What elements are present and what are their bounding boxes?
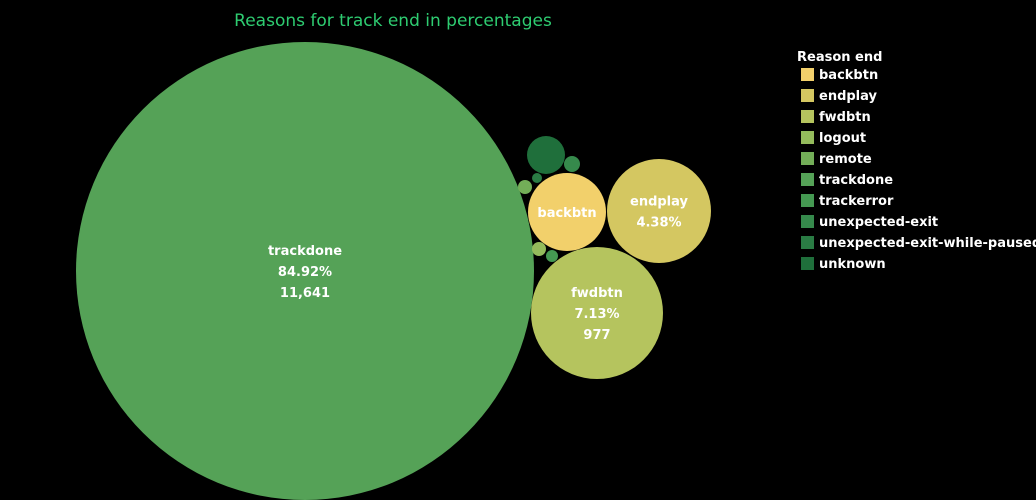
bubble-unexpected-exit-while-paused	[532, 173, 542, 183]
legend-swatch-backbtn	[801, 68, 814, 81]
bubble-remote	[518, 180, 532, 194]
legend-swatch-logout	[801, 131, 814, 144]
bubble-label-trackdone-2: 11,641	[280, 286, 330, 301]
legend-label-unexpected-exit-while-paused: unexpected-exit-while-paused	[819, 236, 1036, 251]
legend-label-trackerror: trackerror	[819, 194, 894, 209]
bubble-unknown	[527, 136, 565, 174]
legend-label-fwdbtn: fwdbtn	[819, 110, 871, 125]
legend-swatch-trackerror	[801, 194, 814, 207]
bubble-label-trackdone-1: 84.92%	[278, 265, 332, 280]
legend-label-remote: remote	[819, 152, 872, 167]
bubble-label-fwdbtn-2: 977	[583, 328, 610, 343]
bubble-label-fwdbtn-1: 7.13%	[574, 307, 619, 322]
legend-swatch-remote	[801, 152, 814, 165]
bubble-endplay	[607, 159, 711, 263]
bubble-label-trackdone-0: trackdone	[268, 244, 342, 259]
legend-swatch-unexpected-exit-while-paused	[801, 236, 814, 249]
bubble-trackerror	[546, 250, 558, 262]
legend-label-logout: logout	[819, 131, 866, 146]
legend-label-unexpected-exit: unexpected-exit	[819, 215, 938, 230]
legend-label-endplay: endplay	[819, 89, 878, 104]
bubbles-layer: trackdone 84.92% 11,641 fwdbtn 7.13% 977 endpl…	[76, 42, 711, 500]
bubble-unexpected-exit	[564, 156, 580, 172]
legend-swatch-endplay	[801, 89, 814, 102]
bubble-logout	[532, 242, 546, 256]
bubble-trackdone	[76, 42, 534, 500]
legend-swatch-unexpected-exit	[801, 215, 814, 228]
legend-label-unknown: unknown	[819, 257, 886, 272]
legend-swatch-unknown	[801, 257, 814, 270]
bubble-label-endplay-0: endplay	[630, 195, 689, 210]
bubble-backbtn	[528, 173, 606, 251]
legend-label-backbtn: backbtn	[819, 68, 878, 83]
legend-swatch-trackdone	[801, 173, 814, 186]
bubble-fwdbtn	[531, 247, 663, 379]
legend-label-trackdone: trackdone	[819, 173, 893, 188]
legend-swatch-fwdbtn	[801, 110, 814, 123]
legend: Reason end backbtn endplay fwdbtn logout rem…	[797, 50, 1036, 272]
legend-title: Reason end	[797, 50, 882, 65]
bubble-label-backbtn-0: backbtn	[537, 206, 596, 221]
bubble-label-fwdbtn-0: fwdbtn	[571, 286, 623, 301]
bubble-label-endplay-1: 4.38%	[636, 216, 681, 231]
chart-title: Reasons for track end in percentages	[234, 11, 552, 31]
